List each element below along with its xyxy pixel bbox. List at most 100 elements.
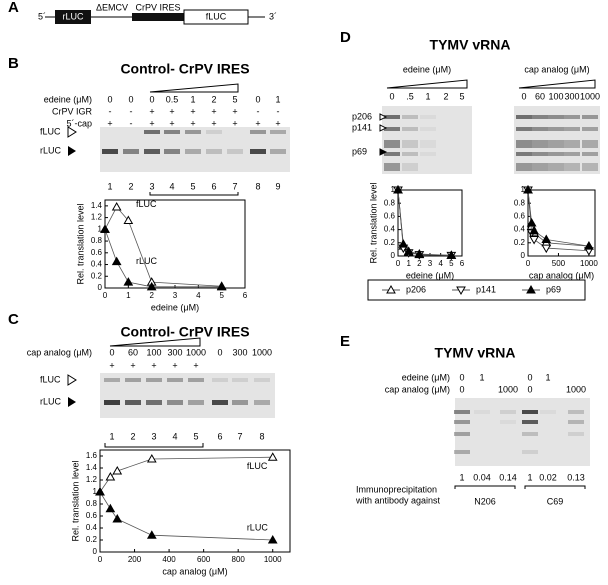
cell: + <box>172 360 177 370</box>
three-prime: 3´ <box>269 11 277 21</box>
data-point <box>523 184 533 194</box>
gel-band <box>548 140 564 148</box>
gel-band <box>582 163 598 171</box>
gel-band <box>270 130 286 134</box>
ip-level: 0.14 <box>499 472 517 482</box>
data-point <box>123 215 134 225</box>
series-line <box>99 491 273 541</box>
gel-band <box>402 163 418 171</box>
panel-letter: C <box>8 311 19 328</box>
gel-band <box>516 152 532 156</box>
antibody: C69 <box>547 496 564 506</box>
ip-level: 1 <box>527 472 532 482</box>
cell: - <box>109 106 112 116</box>
cell: 0 <box>217 347 222 357</box>
cell: + <box>232 106 237 116</box>
x-tick-label: 500 <box>552 259 566 268</box>
data-point <box>105 503 116 513</box>
band-label: fLUC <box>40 374 61 384</box>
band-label: fLUC <box>40 126 61 136</box>
data-point <box>541 244 552 254</box>
x-tick-label: 200 <box>128 555 142 564</box>
band-marker <box>67 374 77 386</box>
ip-level: 0.13 <box>567 472 585 482</box>
cell: 100 <box>548 91 563 101</box>
y-tick-label: 0.4 <box>384 225 396 234</box>
y-tick-label: 0.2 <box>86 535 98 544</box>
legend-label: p206 <box>406 284 426 294</box>
gel-band <box>206 149 222 154</box>
gel-band <box>420 127 436 131</box>
gel-band <box>270 149 286 154</box>
y-tick-label: 1.2 <box>86 475 98 484</box>
bracket <box>149 192 239 196</box>
gel-band <box>123 149 139 154</box>
cell: + <box>169 118 174 128</box>
x-tick-label: 2 <box>149 291 154 300</box>
gel-band <box>164 130 180 134</box>
y-tick-label: 1.4 <box>91 201 103 210</box>
y-tick-label: 0 <box>98 283 103 292</box>
ip-level: 1 <box>459 472 464 482</box>
x-tick-label: 2 <box>417 259 422 268</box>
lane-number: 7 <box>237 431 242 441</box>
data-point <box>529 225 539 235</box>
lane-number: 8 <box>259 431 264 441</box>
lane-number: 7 <box>232 181 237 191</box>
x-tick-label: 0 <box>103 291 108 300</box>
data-point <box>446 250 457 259</box>
x-tick-label: 4 <box>196 291 201 300</box>
y-tick-label: 0 <box>521 251 526 260</box>
fluc-label: fLUC <box>206 11 227 21</box>
gel-band <box>250 130 266 134</box>
gel-band <box>254 378 270 382</box>
panel-title: Control- CrPV IRES <box>120 324 249 340</box>
y-axis-label: Rel. translation level <box>75 203 85 284</box>
gel-band <box>185 130 201 134</box>
group-label: edeine (μM) <box>403 64 451 74</box>
cell: 0 <box>389 91 394 101</box>
gel-band <box>167 378 183 382</box>
data-point <box>267 452 278 461</box>
cell: 100 <box>146 347 161 357</box>
data-point <box>541 234 552 243</box>
legend-box <box>367 279 586 301</box>
cell: 1000 <box>580 91 600 101</box>
y-axis-label: Rel. translation level <box>368 182 378 263</box>
gel-band <box>582 140 598 148</box>
lane-number: 4 <box>169 181 174 191</box>
gel-band <box>548 115 564 119</box>
y-tick-label: 0 <box>93 547 98 556</box>
ip-label: with antibody against <box>355 495 441 505</box>
band-marker <box>68 146 76 156</box>
row-label: edeine (μM) <box>402 372 450 382</box>
gel-band <box>564 127 580 131</box>
y-tick-label: 1 <box>93 487 98 496</box>
gel-band <box>532 163 548 171</box>
data-point <box>95 486 105 496</box>
data-point <box>111 256 122 266</box>
x-tick-label: 0 <box>526 259 531 268</box>
series-line <box>104 206 222 287</box>
gel-band <box>212 378 228 382</box>
lane-number: 2 <box>128 181 133 191</box>
data-point <box>216 281 227 291</box>
cell: + <box>211 118 216 128</box>
cell: 0 <box>527 384 532 394</box>
x-tick-label: 1 <box>406 259 411 268</box>
lane-number: 6 <box>211 181 216 191</box>
cell: + <box>107 118 112 128</box>
cell: 0 <box>255 94 260 104</box>
gel-band <box>384 115 400 119</box>
gel-band <box>568 432 584 436</box>
ires-box <box>132 13 184 21</box>
x-tick-label: 4 <box>438 259 443 268</box>
legend-marker <box>386 284 396 294</box>
gel-band <box>582 115 598 119</box>
gel-band <box>167 400 183 405</box>
gel-band <box>454 410 470 414</box>
wedge <box>109 337 201 347</box>
gel-band <box>402 115 418 119</box>
band-marker <box>379 124 388 132</box>
